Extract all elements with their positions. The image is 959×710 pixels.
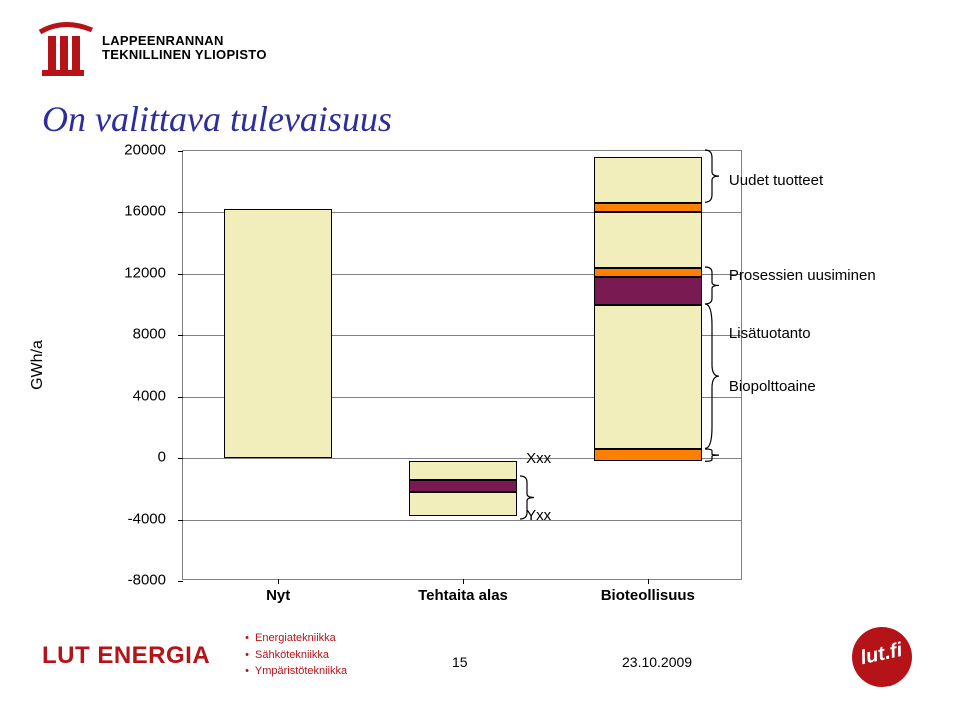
slide-title: On valittava tulevaisuus [42, 98, 392, 140]
chart-annotation: Prosessien uusiminen [729, 267, 876, 284]
x-category-label: Bioteollisuus [601, 587, 695, 604]
footer-dept-line: • Ympäristötekniikka [242, 663, 347, 680]
y-tick-label: 8000 [133, 326, 166, 343]
bar-segment [594, 449, 702, 461]
bar-segment [409, 480, 517, 492]
footer-brand: LUT ENERGIA [42, 642, 210, 670]
footer-date: 23.10.2009 [622, 654, 692, 670]
university-logo-icon [34, 18, 94, 78]
bar-segment [594, 203, 702, 212]
lut-fi-badge-icon: lut.fi [847, 622, 917, 692]
y-tick-label: 4000 [133, 387, 166, 404]
y-axis-label: GWh/a [29, 340, 47, 390]
chart: GWh/a 200001600012000800040000-4000-8000… [42, 150, 912, 580]
bar-segment [594, 268, 702, 277]
bar-segment [594, 212, 702, 267]
chart-annotation: Uudet tuotteet [729, 172, 823, 189]
chart-annotation: Lisätuotanto [729, 325, 811, 342]
university-line1: LAPPEENRANNAN [102, 34, 267, 48]
footer-dept-line: • Energiatekniikka [242, 630, 347, 647]
y-tick-label: -8000 [128, 572, 166, 589]
page-number: 15 [452, 654, 468, 670]
chart-annotation: Biopolttoaine [729, 378, 816, 395]
y-tick-label: 12000 [124, 264, 166, 281]
footer-dept-line: • Sähkötekniikka [242, 647, 347, 664]
y-tick-label: 20000 [124, 142, 166, 159]
bar-segment [224, 209, 332, 458]
bar-segment [409, 492, 517, 517]
y-tick-label: -4000 [128, 510, 166, 527]
brace-icon [520, 476, 534, 519]
bar-segment [594, 277, 702, 305]
brace-icon [705, 150, 719, 202]
x-category-label: Tehtaita alas [418, 587, 508, 604]
plot-area: NytTehtaita alasBioteollisuus [182, 150, 742, 580]
brace-icon [705, 267, 719, 304]
brace-icon [705, 304, 719, 448]
footer-departments: • Energiatekniikka• Sähkötekniikka• Ympä… [242, 630, 347, 680]
footer: LUT ENERGIA • Energiatekniikka• Sähkötek… [42, 624, 917, 692]
y-axis-ticks: 200001600012000800040000-4000-8000 [102, 150, 172, 580]
brace-icon [705, 448, 719, 460]
university-header: LAPPEENRANNAN TEKNILLINEN YLIOPISTO [34, 18, 267, 78]
x-category-label: Nyt [266, 587, 290, 604]
university-line2: TEKNILLINEN YLIOPISTO [102, 48, 267, 62]
y-tick-label: 16000 [124, 203, 166, 220]
chart-annotation: Xxx [526, 450, 551, 467]
bar-segment [409, 461, 517, 479]
bar-segment [594, 157, 702, 203]
bar-segment [594, 305, 702, 449]
y-tick-label: 0 [158, 449, 166, 466]
